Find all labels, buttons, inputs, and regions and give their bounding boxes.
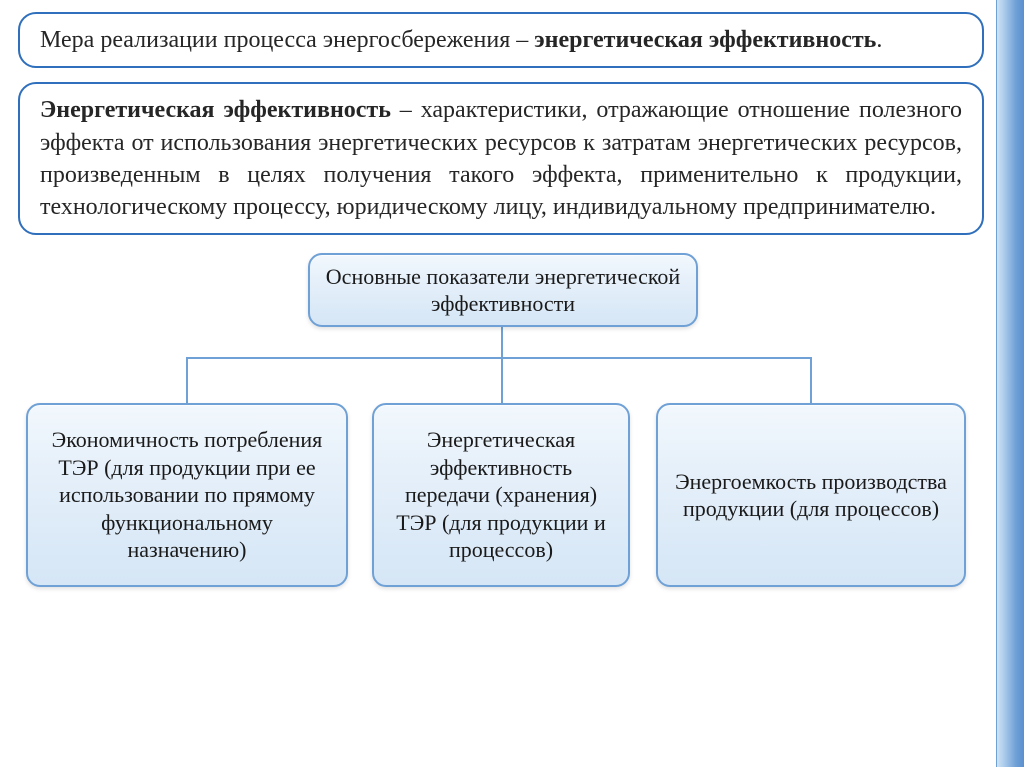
- decorative-right-rail: [996, 0, 1024, 767]
- definition-1-suffix: .: [876, 27, 882, 53]
- connector-child-1: [186, 357, 188, 403]
- tree-root-label: Основные показатели энергетической эффек…: [324, 263, 682, 318]
- connector-root-down: [501, 327, 503, 357]
- definition-1-text: Мера реализации процесса энергосбережени…: [40, 24, 962, 56]
- connector-horizontal-bar: [186, 357, 812, 359]
- tree-child-3-label: Энергоемкость производства продукции (дл…: [672, 468, 950, 523]
- definition-1-bold: энергетическая эффективность: [534, 27, 876, 53]
- definition-1-prefix: Мера реализации процесса энергосбережени…: [40, 27, 534, 53]
- connector-child-2: [501, 357, 503, 403]
- definition-box-2: Энергетическая эффективность – характери…: [18, 82, 984, 235]
- definition-box-1: Мера реализации процесса энергосбережени…: [18, 12, 984, 68]
- slide-content: Мера реализации процесса энергосбережени…: [18, 12, 984, 752]
- definition-2-text: Энергетическая эффективность – характери…: [40, 94, 962, 223]
- tree-root-node: Основные показатели энергетической эффек…: [308, 253, 698, 327]
- tree-child-node-3: Энергоемкость производства продукции (дл…: [656, 403, 966, 587]
- tree-child-2-label: Энергетическая эффективность передачи (х…: [388, 426, 614, 564]
- connector-child-3: [810, 357, 812, 403]
- indicators-tree-diagram: Основные показатели энергетической эффек…: [18, 253, 984, 603]
- tree-child-1-label: Экономичность потребления ТЭР (для проду…: [42, 426, 332, 564]
- tree-child-node-2: Энергетическая эффективность передачи (х…: [372, 403, 630, 587]
- definition-2-bold: Энергетическая эффективность: [40, 97, 391, 123]
- tree-child-node-1: Экономичность потребления ТЭР (для проду…: [26, 403, 348, 587]
